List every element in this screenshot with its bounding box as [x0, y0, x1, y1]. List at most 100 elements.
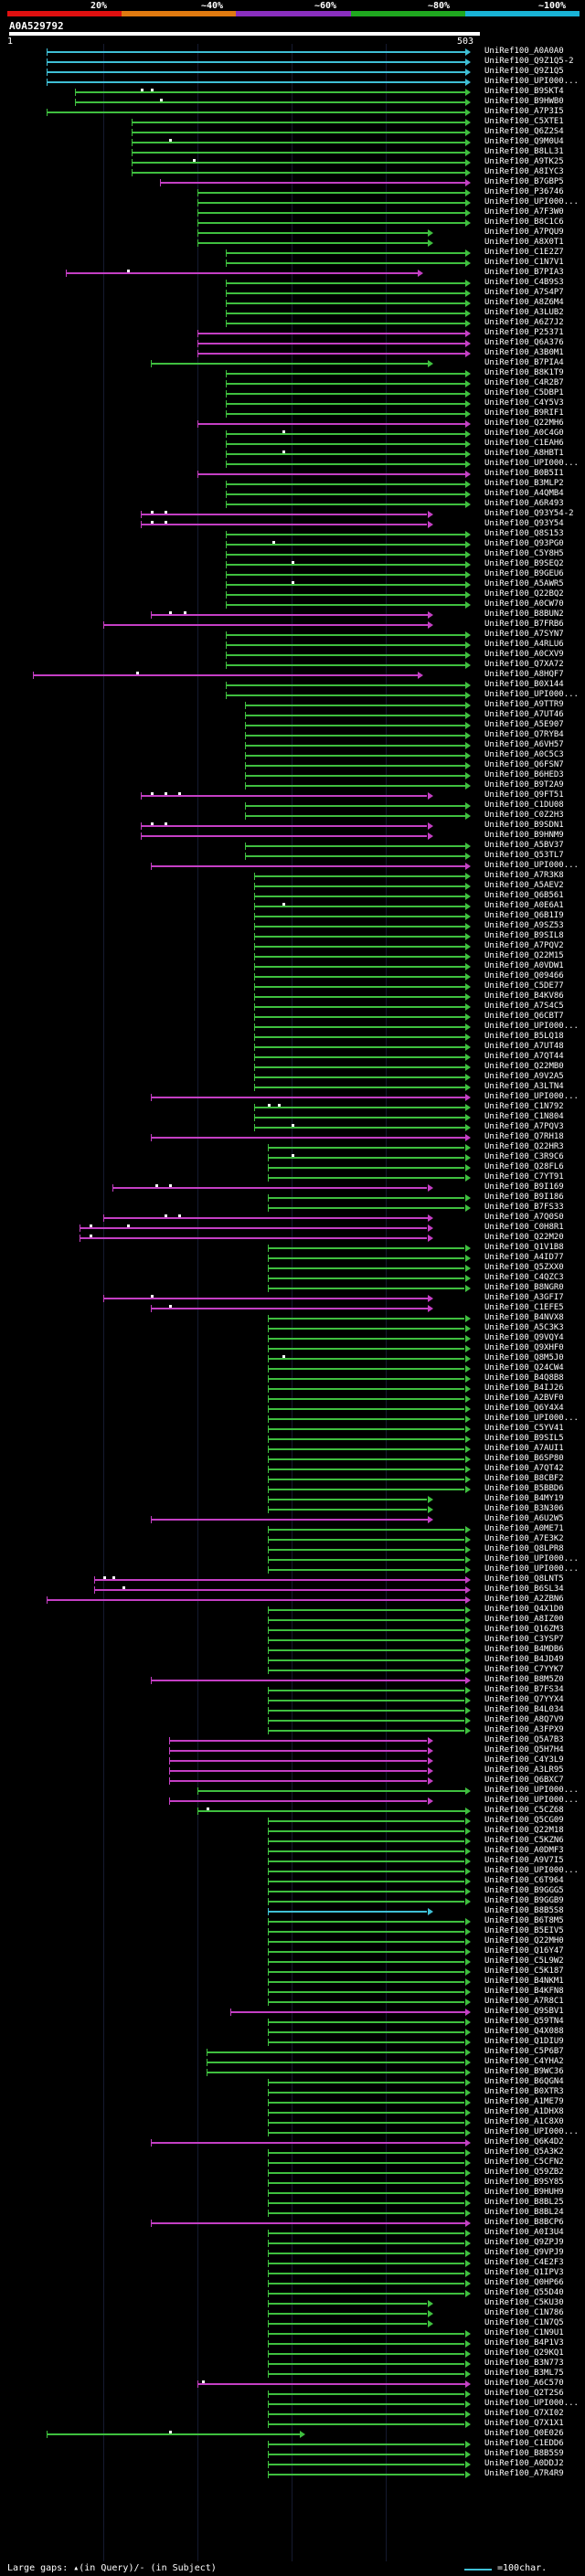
hit-label-link[interactable]: UniRef100_A5AWR5 — [484, 579, 564, 588]
hit-label-link[interactable]: UniRef100_A1DHX8 — [484, 2107, 564, 2116]
hit-line[interactable] — [151, 1308, 428, 1309]
hit-line[interactable] — [268, 1388, 464, 1390]
hit-line[interactable] — [268, 1670, 464, 1671]
hit-line[interactable] — [254, 1006, 465, 1008]
hit-label-link[interactable]: UniRef100_Q93Y54 — [484, 519, 564, 528]
hit-label-link[interactable]: UniRef100_Q9SBV1 — [484, 2007, 564, 2016]
hit-line[interactable] — [268, 1509, 427, 1511]
hit-label-link[interactable]: UniRef100_A8Z6M4 — [484, 298, 564, 307]
hit-line[interactable] — [245, 715, 465, 716]
hit-label-link[interactable]: UniRef100_A2ZBN6 — [484, 1595, 564, 1604]
hit-label-link[interactable]: UniRef100_A0VDW1 — [484, 961, 564, 970]
hit-label-link[interactable]: UniRef100_A3LUB2 — [484, 308, 564, 317]
hit-line[interactable] — [268, 1951, 464, 1953]
hit-line[interactable] — [268, 1619, 464, 1621]
hit-line[interactable] — [226, 383, 465, 385]
hit-label-link[interactable]: UniRef100_Q9VPJ9 — [484, 2248, 564, 2257]
hit-line[interactable] — [268, 2132, 464, 2134]
hit-label-link[interactable]: UniRef100_A9V2A5 — [484, 1072, 564, 1081]
hit-line[interactable] — [254, 966, 465, 968]
hit-label-link[interactable]: UniRef100_A7UT48 — [484, 1042, 564, 1051]
hit-label-link[interactable]: UniRef100_Q9FT51 — [484, 790, 564, 800]
hit-line[interactable] — [47, 71, 465, 73]
hit-line[interactable] — [268, 1730, 464, 1732]
hit-label-link[interactable]: UniRef100_Q7RYB4 — [484, 730, 564, 739]
hit-line[interactable] — [268, 1479, 464, 1480]
hit-line[interactable] — [254, 875, 465, 877]
hit-line[interactable] — [151, 363, 428, 365]
hit-label-link[interactable]: UniRef100_Q4X088 — [484, 2027, 564, 2036]
hit-line[interactable] — [47, 111, 465, 113]
hit-label-link[interactable]: UniRef100_A7P3I5 — [484, 107, 564, 116]
hit-line[interactable] — [226, 534, 465, 535]
hit-label-link[interactable]: UniRef100_UPI000... — [484, 861, 579, 870]
hit-label-link[interactable]: UniRef100_Q09466 — [484, 971, 564, 981]
hit-label-link[interactable]: UniRef100_Q29KQ1 — [484, 2348, 564, 2358]
hit-line[interactable] — [268, 1941, 464, 1943]
hit-line[interactable] — [151, 865, 465, 867]
hit-label-link[interactable]: UniRef100_Q6A376 — [484, 338, 564, 347]
hit-label-link[interactable]: UniRef100_B9I169 — [484, 1182, 564, 1192]
hit-label-link[interactable]: UniRef100_Q9VQY4 — [484, 1333, 564, 1342]
hit-line[interactable] — [141, 524, 427, 525]
hit-line[interactable] — [151, 2222, 465, 2224]
hit-label-link[interactable]: UniRef100_A7R4R9 — [484, 2469, 564, 2478]
hit-line[interactable] — [226, 634, 465, 636]
hit-label-link[interactable]: UniRef100_P25371 — [484, 328, 564, 337]
hit-label-link[interactable]: UniRef100_B7GBP5 — [484, 177, 564, 186]
hit-line[interactable] — [268, 2293, 464, 2295]
hit-line[interactable] — [230, 2011, 465, 2013]
hit-line[interactable] — [268, 1207, 464, 1209]
hit-line[interactable] — [268, 2343, 464, 2345]
hit-line[interactable] — [268, 1499, 427, 1500]
hit-line[interactable] — [268, 2082, 464, 2083]
hit-label-link[interactable]: UniRef100_B3N773 — [484, 2359, 564, 2368]
hit-label-link[interactable]: UniRef100_Q6B561 — [484, 891, 564, 900]
hit-line[interactable] — [254, 996, 465, 998]
hit-line[interactable] — [112, 1187, 427, 1189]
hit-label-link[interactable]: UniRef100_A1C8X0 — [484, 2117, 564, 2126]
hit-line[interactable] — [268, 2313, 427, 2315]
hit-label-link[interactable]: UniRef100_C4Y5V3 — [484, 398, 564, 408]
hit-label-link[interactable]: UniRef100_B9SIL5 — [484, 1434, 564, 1443]
hit-line[interactable] — [268, 2363, 464, 2365]
hit-line[interactable] — [268, 1629, 464, 1631]
hit-label-link[interactable]: UniRef100_C5K187 — [484, 1966, 564, 1976]
hit-line[interactable] — [268, 1468, 464, 1470]
hit-line[interactable] — [245, 735, 465, 737]
hit-line[interactable] — [197, 222, 465, 224]
hit-label-link[interactable]: UniRef100_C5KZN6 — [484, 1836, 564, 1845]
hit-label-link[interactable]: UniRef100_B9HUH9 — [484, 2188, 564, 2197]
hit-label-link[interactable]: UniRef100_B9SY85 — [484, 2178, 564, 2187]
hit-label-link[interactable]: UniRef100_Q5A3K2 — [484, 2147, 564, 2157]
hit-line[interactable] — [245, 765, 465, 767]
hit-label-link[interactable]: UniRef100_C5DE77 — [484, 981, 564, 991]
hit-label-link[interactable]: UniRef100_C3R9C6 — [484, 1152, 564, 1161]
hit-label-link[interactable]: UniRef100_B8C1C6 — [484, 217, 564, 227]
hit-line[interactable] — [226, 483, 465, 485]
hit-line[interactable] — [226, 393, 465, 395]
hit-label-link[interactable]: UniRef100_B9SEQ2 — [484, 559, 564, 568]
hit-line[interactable] — [254, 1087, 465, 1088]
hit-label-link[interactable]: UniRef100_A7PQV2 — [484, 941, 564, 950]
hit-line[interactable] — [80, 1227, 427, 1229]
hit-line[interactable] — [268, 1891, 464, 1892]
hit-label-link[interactable]: UniRef100_B8BL25 — [484, 2198, 564, 2207]
hit-line[interactable] — [254, 986, 465, 988]
hit-line[interactable] — [268, 2021, 464, 2023]
hit-line[interactable] — [268, 2393, 464, 2395]
hit-label-link[interactable]: UniRef100_UPI000... — [484, 1786, 579, 1795]
hit-line[interactable] — [151, 614, 428, 616]
hit-label-link[interactable]: UniRef100_A3FPX9 — [484, 1725, 564, 1734]
hit-line[interactable] — [268, 2232, 464, 2234]
hit-label-link[interactable]: UniRef100_A9V7I5 — [484, 1856, 564, 1865]
hit-label-link[interactable]: UniRef100_Q9XHF0 — [484, 1343, 564, 1352]
hit-line[interactable] — [268, 2283, 464, 2284]
hit-line[interactable] — [75, 91, 465, 93]
hit-line[interactable] — [254, 1016, 465, 1018]
hit-line[interactable] — [268, 1418, 464, 1420]
hit-line[interactable] — [268, 1840, 464, 1842]
hit-label-link[interactable]: UniRef100_A5BV37 — [484, 841, 564, 850]
hit-label-link[interactable]: UniRef100_B9GEU6 — [484, 569, 564, 578]
hit-line[interactable] — [197, 353, 465, 355]
